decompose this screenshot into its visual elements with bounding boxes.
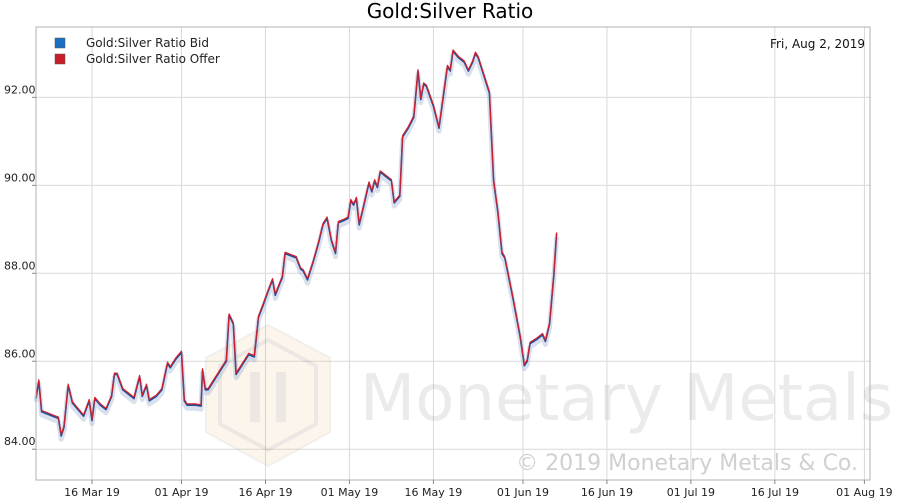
x-tick-label: 01 Jul 19: [667, 486, 715, 499]
x-tick-label: 01 Jun 19: [497, 486, 549, 499]
grid-layer: [36, 27, 870, 480]
series-shadow: [33, 51, 560, 442]
legend-label-offer: Gold:Silver Ratio Offer: [86, 52, 220, 66]
plot-border: [35, 26, 871, 481]
y-tick-label: 84.00: [4, 435, 36, 448]
watermark-brand: Monetary Metals: [360, 362, 893, 436]
date-readout: Fri, Aug 2, 2019: [770, 37, 865, 51]
x-tick-label: 16 May 19: [405, 486, 463, 499]
x-tick-label: 16 Jun 19: [581, 486, 633, 499]
y-tick-label: 86.00: [4, 347, 36, 360]
y-tick-label: 92.00: [4, 83, 36, 96]
legend-item-bid[interactable]: Gold:Silver Ratio Bid: [54, 36, 209, 50]
y-tick-label: 90.00: [4, 171, 36, 184]
watermark: Monetary Metals: [205, 323, 893, 468]
legend-swatch-bid: [54, 37, 66, 49]
legend: Gold:Silver Ratio Bid Gold:Silver Ratio …: [54, 36, 220, 66]
legend-swatch-offer: [54, 53, 66, 65]
watermark-logo-icon: [205, 323, 331, 468]
x-tick-label: 01 Aug 19: [836, 486, 892, 499]
chart-title: Gold:Silver Ratio: [367, 0, 534, 23]
x-tick-label: 01 May 19: [321, 486, 379, 499]
y-tick-label: 88.00: [4, 259, 36, 272]
x-tick-label: 16 Jul 19: [751, 486, 799, 499]
legend-item-offer[interactable]: Gold:Silver Ratio Offer: [54, 52, 220, 66]
series-line-offer: [35, 49, 558, 436]
legend-label-bid: Gold:Silver Ratio Bid: [86, 36, 209, 50]
x-tick-label: 16 Apr 19: [238, 486, 292, 499]
axis-layer: 84.00 86.00 88.00 90.00 92.00 16 Mar 19 01 Apr…: [4, 83, 893, 499]
x-tick-label: 01 Apr 19: [155, 486, 209, 499]
series-layer: [33, 49, 560, 442]
x-tick-label: 16 Mar 19: [64, 486, 120, 499]
watermark-copyright: © 2019 Monetary Metals & Co.: [516, 451, 858, 476]
